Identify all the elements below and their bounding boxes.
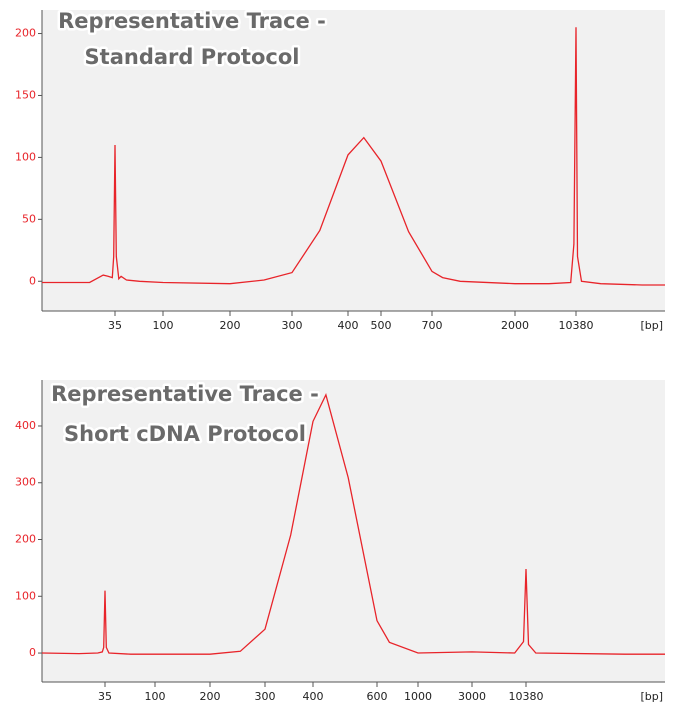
trace-line	[41, 392, 665, 655]
x-tick-label: 3000	[458, 690, 486, 703]
x-tick-label: 100	[145, 690, 166, 703]
y-tick-label: 300	[15, 476, 36, 489]
x-tick-label: 200	[200, 690, 221, 703]
y-tick-label: 0	[29, 646, 36, 659]
x-tick-label: 10380	[509, 690, 544, 703]
plot-area	[42, 380, 665, 682]
x-axis-label: [bp]	[640, 319, 663, 332]
y-tick-label: 100	[15, 589, 36, 602]
chart-title: Short cDNA Protocol	[64, 422, 306, 446]
x-tick-label: 400	[303, 690, 324, 703]
plot-area	[42, 10, 665, 311]
chart-title: Representative Trace -	[51, 382, 319, 406]
y-tick-label: 50	[22, 212, 36, 225]
y-tick-label: 150	[15, 88, 36, 101]
x-tick-label: 600	[367, 690, 388, 703]
y-tick-label: 400	[15, 419, 36, 432]
x-tick-label: 200	[220, 319, 241, 332]
x-tick-label: 1000	[404, 690, 432, 703]
x-tick-label: 35	[98, 690, 112, 703]
y-tick-label: 100	[15, 150, 36, 163]
x-tick-label: 400	[338, 319, 359, 332]
x-tick-label: 300	[255, 690, 276, 703]
x-axis-label: [bp]	[640, 690, 663, 703]
x-tick-label: 500	[371, 319, 392, 332]
x-tick-label: 100	[153, 319, 174, 332]
x-tick-label: 2000	[501, 319, 529, 332]
x-tick-label: 35	[108, 319, 122, 332]
chart-title: Standard Protocol	[85, 45, 300, 69]
chart-title: Representative Trace -	[58, 9, 326, 33]
x-tick-label: 700	[422, 319, 443, 332]
y-tick-label: 200	[15, 27, 36, 40]
x-tick-label: 10380	[559, 319, 594, 332]
y-tick-label: 200	[15, 533, 36, 546]
x-tick-label: 300	[282, 319, 303, 332]
trace-line	[42, 27, 665, 286]
y-tick-label: 0	[29, 274, 36, 287]
